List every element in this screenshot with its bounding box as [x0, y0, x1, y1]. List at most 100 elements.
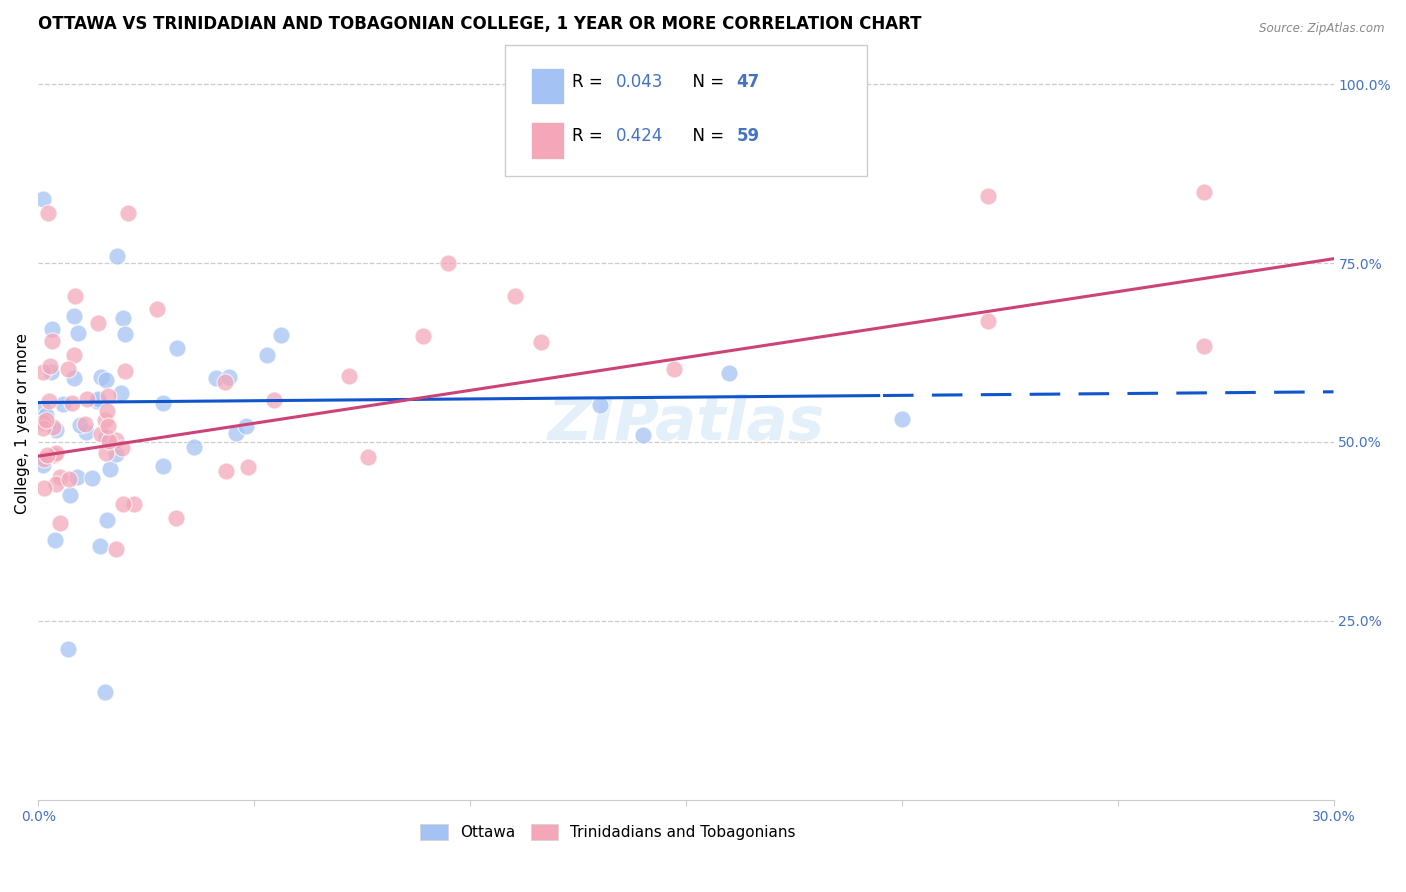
- Point: [662, 361, 685, 376]
- Point: [41, 322, 63, 336]
- Point: [356, 450, 378, 464]
- Point: [166, 341, 188, 355]
- Point: [75, 425, 97, 439]
- FancyBboxPatch shape: [505, 45, 868, 176]
- Point: [45, 476, 67, 491]
- Point: [337, 369, 360, 384]
- Point: [45, 446, 67, 460]
- Point: [530, 335, 553, 350]
- Point: [105, 433, 128, 447]
- Point: [32, 451, 55, 466]
- Point: [89, 539, 111, 553]
- Point: [204, 371, 226, 385]
- Point: [235, 419, 257, 434]
- Text: 47: 47: [737, 72, 759, 91]
- Point: [94, 430, 117, 444]
- FancyBboxPatch shape: [530, 68, 564, 103]
- Point: [76, 392, 98, 407]
- Point: [31, 192, 53, 206]
- Point: [45, 423, 67, 437]
- Point: [58, 642, 80, 657]
- Point: [37, 206, 59, 220]
- Point: [214, 375, 236, 389]
- Point: [96, 446, 118, 460]
- Point: [32, 481, 55, 495]
- Text: 0.424: 0.424: [616, 128, 664, 145]
- Point: [111, 441, 134, 455]
- Point: [38, 359, 60, 374]
- Point: [437, 256, 460, 270]
- Point: [152, 395, 174, 409]
- Point: [105, 249, 128, 263]
- Point: [86, 393, 108, 408]
- Point: [39, 365, 62, 379]
- Point: [38, 394, 60, 409]
- Point: [1192, 339, 1215, 353]
- Point: [49, 516, 72, 530]
- Point: [183, 440, 205, 454]
- Point: [90, 370, 112, 384]
- Point: [263, 392, 285, 407]
- Point: [112, 498, 135, 512]
- Point: [58, 472, 80, 486]
- Point: [42, 448, 65, 462]
- FancyBboxPatch shape: [530, 122, 564, 159]
- Text: 0.043: 0.043: [616, 72, 664, 91]
- Point: [31, 421, 53, 435]
- Point: [90, 426, 112, 441]
- Point: [60, 395, 83, 409]
- Point: [238, 459, 260, 474]
- Point: [63, 289, 86, 303]
- Text: OTTAWA VS TRINIDADIAN AND TOBAGONIAN COLLEGE, 1 YEAR OR MORE CORRELATION CHART: OTTAWA VS TRINIDADIAN AND TOBAGONIAN COL…: [38, 15, 922, 33]
- Point: [66, 470, 89, 484]
- Point: [58, 488, 80, 502]
- Point: [41, 334, 63, 348]
- Point: [111, 311, 134, 326]
- Text: Source: ZipAtlas.com: Source: ZipAtlas.com: [1260, 22, 1385, 36]
- Point: [588, 398, 610, 412]
- Text: N =: N =: [682, 72, 730, 91]
- Point: [94, 413, 117, 427]
- Point: [218, 369, 240, 384]
- Point: [34, 413, 56, 427]
- Point: [165, 511, 187, 525]
- Point: [35, 448, 58, 462]
- Point: [97, 389, 120, 403]
- Point: [256, 348, 278, 362]
- Point: [63, 348, 86, 362]
- Text: R =: R =: [572, 128, 607, 145]
- Point: [44, 533, 66, 547]
- Point: [122, 497, 145, 511]
- Point: [631, 427, 654, 442]
- Point: [890, 411, 912, 425]
- Point: [503, 289, 526, 303]
- Point: [114, 326, 136, 341]
- Point: [152, 459, 174, 474]
- Point: [114, 364, 136, 378]
- Point: [87, 392, 110, 406]
- Point: [96, 373, 118, 387]
- Point: [75, 417, 97, 432]
- Point: [105, 542, 128, 557]
- Point: [225, 426, 247, 441]
- Point: [31, 458, 53, 472]
- Legend: Ottawa, Trinidadians and Tobagonians: Ottawa, Trinidadians and Tobagonians: [415, 818, 801, 846]
- Point: [110, 386, 132, 401]
- Point: [31, 415, 53, 429]
- Point: [52, 397, 75, 411]
- Point: [98, 462, 121, 476]
- Point: [117, 206, 139, 220]
- Point: [1192, 185, 1215, 199]
- Point: [31, 365, 53, 379]
- Point: [31, 402, 53, 417]
- Point: [82, 471, 104, 485]
- Y-axis label: College, 1 year or more: College, 1 year or more: [15, 334, 30, 515]
- Point: [270, 327, 292, 342]
- Point: [96, 513, 118, 527]
- Point: [48, 469, 70, 483]
- Point: [69, 417, 91, 432]
- Point: [63, 370, 86, 384]
- Text: N =: N =: [682, 128, 730, 145]
- Point: [87, 317, 110, 331]
- Text: R =: R =: [572, 72, 607, 91]
